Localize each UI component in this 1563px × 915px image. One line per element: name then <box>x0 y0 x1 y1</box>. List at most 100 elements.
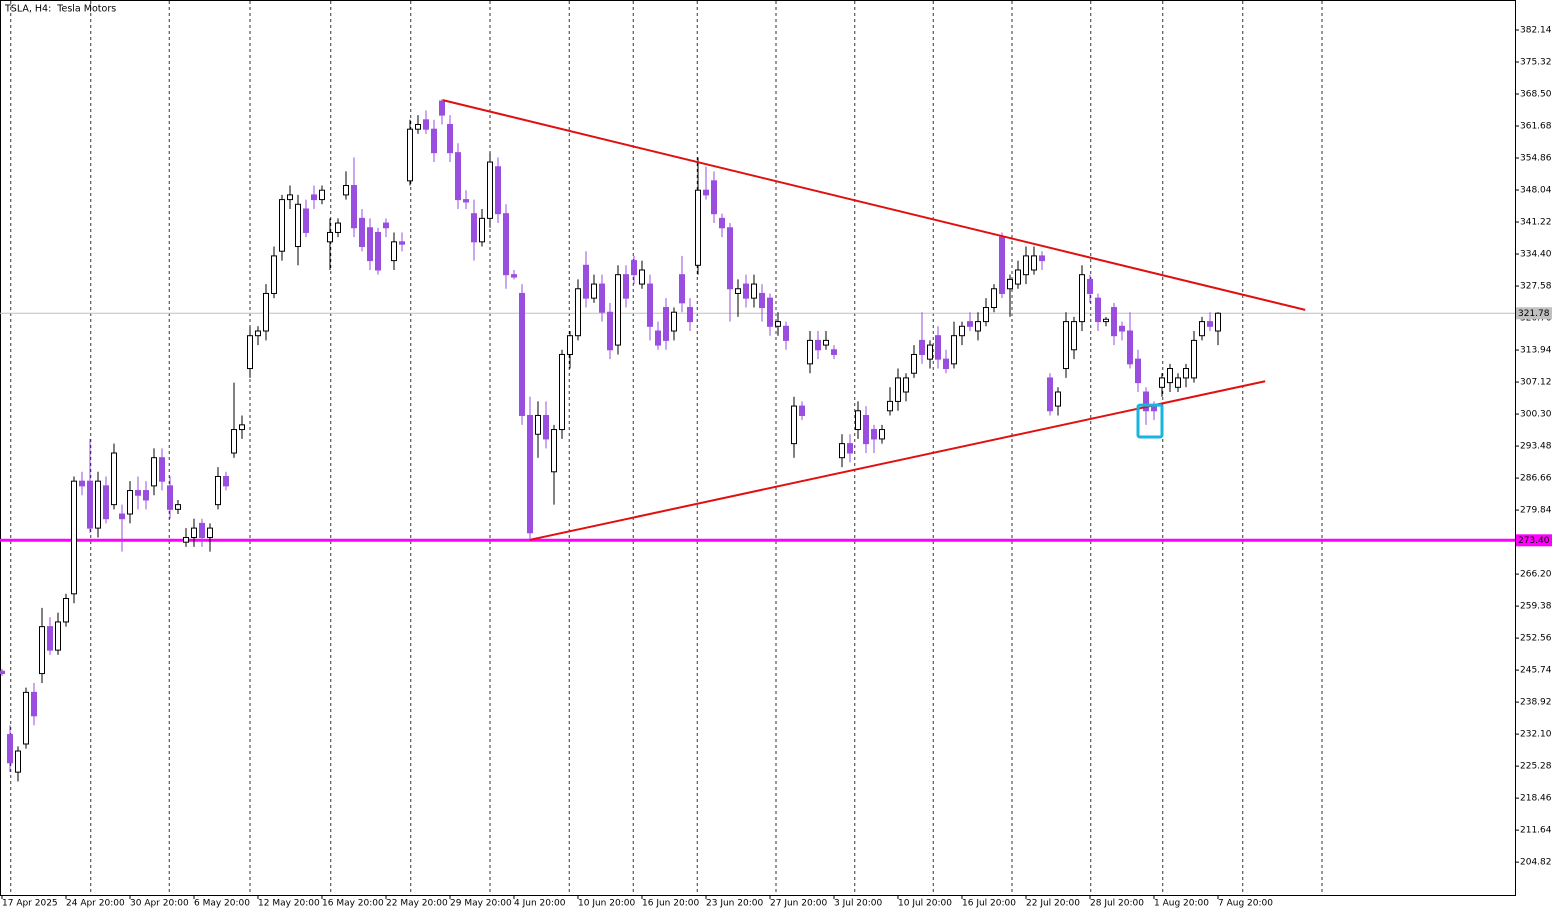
x-tick-label: 10 Jul 20:00 <box>898 899 952 909</box>
candle-body <box>567 335 573 355</box>
candle-body <box>423 119 429 130</box>
plot-frame <box>0 0 1516 896</box>
highlight-box <box>1136 403 1164 439</box>
y-tick-label: 313.94 <box>1520 346 1552 356</box>
candle-body <box>447 124 453 154</box>
candle-body <box>775 321 781 327</box>
candle-body <box>319 189 325 201</box>
candle-body <box>607 311 613 351</box>
y-tick-label: 348.04 <box>1520 186 1552 196</box>
y-tick-label: 211.64 <box>1520 826 1552 836</box>
candle-body <box>255 330 261 337</box>
candle-body <box>679 274 685 304</box>
y-tick-label: 368.50 <box>1520 90 1552 100</box>
candle-body <box>415 124 421 130</box>
x-tick-label: 27 Jun 20:00 <box>770 899 827 909</box>
level-label: 273.40 <box>1518 536 1550 546</box>
candle-body <box>55 621 61 651</box>
candle-body <box>855 410 861 431</box>
x-tick-label: 29 May 20:00 <box>450 899 512 909</box>
candle-body <box>359 217 365 248</box>
candle-body <box>575 288 581 337</box>
candle-body <box>119 513 125 520</box>
y-tick-label: 245.74 <box>1520 666 1552 676</box>
candle-body <box>279 199 285 252</box>
candle-body <box>559 353 565 431</box>
candle-body <box>87 480 93 529</box>
candle-body <box>239 424 245 431</box>
level-label-box <box>1516 534 1552 547</box>
candle-body <box>591 283 597 299</box>
candle-body <box>1047 377 1053 412</box>
candle-body <box>935 335 941 360</box>
x-tick-label: 22 May 20:00 <box>386 899 448 909</box>
candle-body <box>631 260 637 276</box>
candle-body <box>599 283 605 313</box>
candle-body <box>695 189 701 266</box>
candle-body <box>1055 391 1061 407</box>
candle-body <box>1007 278 1013 290</box>
candle-body <box>655 330 661 346</box>
y-tick-label: 286.66 <box>1520 474 1552 484</box>
candle-body <box>271 255 277 294</box>
x-tick-label: 16 Jul 20:00 <box>962 899 1016 909</box>
candle-body <box>311 194 317 201</box>
x-tick-label: 16 Jun 20:00 <box>642 899 699 909</box>
x-tick-label: 6 May 20:00 <box>194 899 250 909</box>
y-tick-label: 341.22 <box>1520 218 1552 228</box>
candle-body <box>887 400 893 412</box>
x-tick-label: 12 May 20:00 <box>258 899 320 909</box>
candle-body <box>511 274 517 278</box>
candle-body <box>647 283 653 327</box>
candle-body <box>687 307 693 323</box>
candle-body <box>895 377 901 402</box>
price-label-box <box>1516 307 1552 320</box>
candle-body <box>951 335 957 365</box>
candle-body <box>839 443 845 459</box>
candle-body <box>247 335 253 370</box>
y-tick-label: 204.82 <box>1520 858 1552 868</box>
candle-body <box>903 377 909 393</box>
x-tick-label: 4 Jun 20:00 <box>514 899 566 909</box>
candle-body <box>1175 377 1181 388</box>
candle-body <box>479 217 485 243</box>
candle-body <box>1159 377 1165 388</box>
candle-body <box>919 339 925 355</box>
candle-body <box>1015 269 1021 285</box>
candle-body <box>47 626 53 651</box>
candle-body <box>1199 321 1205 337</box>
candle-body <box>815 339 821 351</box>
candle-body <box>431 128 437 154</box>
candle-body <box>111 452 117 506</box>
candle-body <box>1063 321 1069 370</box>
x-tick-label: 7 Aug 20:00 <box>1218 899 1273 909</box>
candle-body <box>623 274 629 299</box>
y-tick-label: 375.32 <box>1520 57 1552 67</box>
candle-body <box>719 217 725 229</box>
y-tick-label: 300.30 <box>1520 410 1552 420</box>
candle-body <box>383 222 389 229</box>
candle-body <box>7 734 13 764</box>
candle-body <box>1031 255 1037 271</box>
candle-body <box>519 292 525 416</box>
candle-body <box>1111 307 1117 337</box>
candle-body <box>943 358 949 370</box>
candle-body <box>391 241 397 262</box>
y-tick-label: 266.20 <box>1520 570 1552 580</box>
candle-body <box>23 691 29 745</box>
candle-body <box>399 241 405 245</box>
candle-body <box>487 161 493 219</box>
candle-body <box>1135 358 1141 384</box>
candle-body <box>1207 321 1213 327</box>
candle-body <box>143 490 149 501</box>
candle-body <box>471 213 477 243</box>
candle-body <box>207 527 213 538</box>
candle-body <box>1191 339 1197 379</box>
candle-body <box>223 475 229 487</box>
candle-body <box>663 307 669 341</box>
candle-body <box>1071 321 1077 351</box>
candle-body <box>759 292 765 309</box>
candle-body <box>367 227 373 262</box>
candle-body <box>63 597 69 623</box>
